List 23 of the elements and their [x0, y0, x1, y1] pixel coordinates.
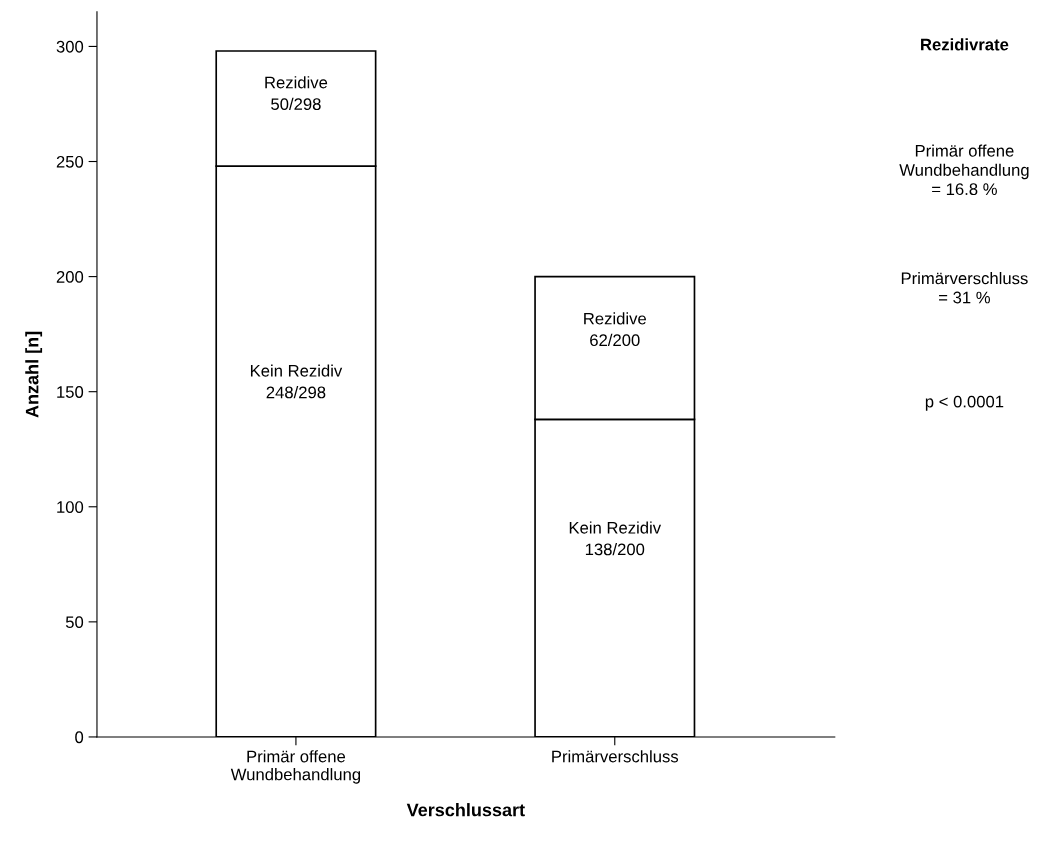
y-tick-label: 50 [65, 616, 84, 629]
y-tick-label: 0 [75, 731, 84, 744]
x-axis-title: Verschlussart [406, 803, 525, 817]
x-tick-label: Primär offene Wundbehandlung [230, 750, 361, 784]
data-label: 138/200 [585, 543, 645, 556]
text: Primär offene Wundbehandlung = 16.8 % [899, 144, 1029, 196]
y-tick-label: 250 [56, 155, 84, 168]
text: Primärverschluss = 31 % [901, 272, 1028, 304]
series-label: Rezidive [265, 76, 328, 89]
data-label: 248/298 [266, 386, 326, 399]
text: Kein Rezidiv [569, 521, 662, 534]
series-label: Kein Rezidiv [250, 364, 343, 377]
y-tick-label: 300 [56, 40, 84, 53]
y-tick-label: 100 [57, 501, 84, 513]
text: Rezidivrate [921, 38, 1009, 51]
data-label: 62/200 [590, 333, 640, 347]
y-tick-label: 200 [56, 271, 84, 283]
y-tick-label: 150 [57, 386, 84, 398]
data-label: 50/298 [271, 97, 321, 111]
text: p < 0.0001 [925, 395, 1004, 411]
y-axis-title: Anzahl [n] [25, 331, 43, 418]
x-tick-label: Primärverschluss [552, 750, 679, 763]
text: Rezidive [584, 312, 646, 325]
